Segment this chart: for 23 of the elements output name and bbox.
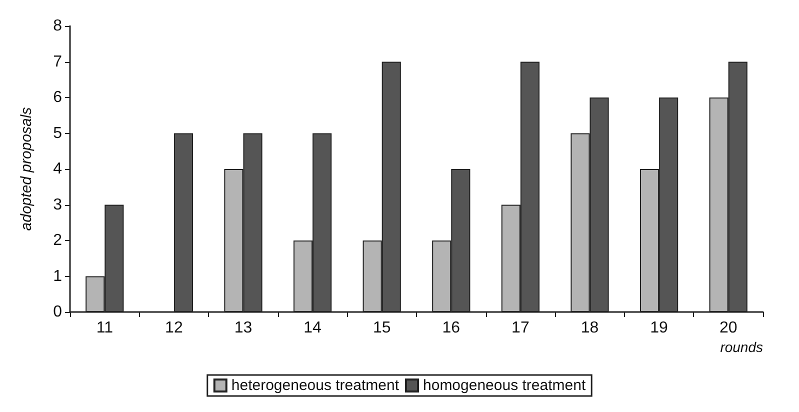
y-tick-label: 6 [53, 89, 62, 106]
x-tick-label: 16 [442, 320, 460, 336]
x-tick-label: 13 [234, 320, 252, 336]
x-tick-label: 14 [304, 320, 322, 336]
x-tick-label: 19 [650, 320, 668, 336]
y-axis-title: adopted proposals [18, 106, 35, 231]
x-tick-label: 18 [580, 320, 599, 336]
legend-label: homogeneous treatment [423, 377, 586, 394]
y-tick-label: 8 [53, 18, 62, 34]
y-tick-label: 1 [53, 268, 62, 285]
x-tick-label: 17 [512, 320, 530, 336]
y-tick-label: 0 [53, 304, 62, 320]
y-tick-label: 4 [53, 160, 62, 178]
y-tick-label: 7 [53, 53, 62, 70]
y-tick-label: 5 [53, 124, 62, 142]
x-tick-label: 12 [165, 320, 183, 336]
y-tick-label: 3 [53, 196, 62, 214]
x-tick-label: 20 [719, 320, 738, 336]
x-tick-label: 11 [96, 320, 114, 336]
y-tick-label: 2 [53, 232, 62, 249]
x-tick-label: 15 [372, 320, 391, 336]
x-axis-title: rounds [720, 339, 763, 355]
legend-label: heterogeneous treatment [231, 377, 400, 394]
